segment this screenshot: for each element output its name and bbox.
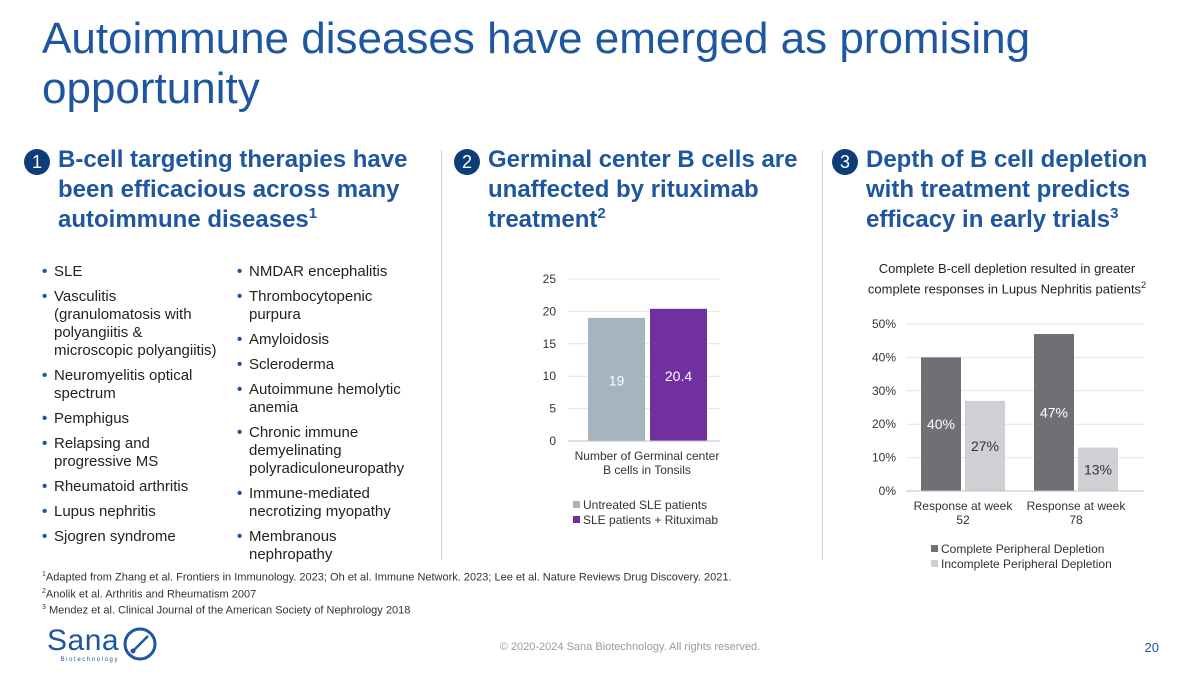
column-3-heading: 3 Depth of B cell depletion with treatme… xyxy=(832,145,1172,235)
data-label: 19 xyxy=(609,372,625,388)
page-title: Autoimmune diseases have emerged as prom… xyxy=(42,14,1031,113)
column-3-ref: 3 xyxy=(1110,205,1119,222)
disease-list-right: NMDAR encephalitis Thrombocytopenic purp… xyxy=(237,263,417,571)
column-3-heading-text: Depth of B cell depletion with treatment… xyxy=(866,146,1148,233)
footnote-3: 3 Mendez et al. Clinical Journal of the … xyxy=(42,604,411,617)
list-item: Thrombocytopenic purpura xyxy=(237,288,417,324)
data-label: 27% xyxy=(971,438,999,454)
x-category-label: Number of Germinal center B cells in Tons… xyxy=(575,449,720,477)
legend-label: Untreated SLE patients xyxy=(583,498,707,512)
data-label: 47% xyxy=(1040,405,1068,421)
chart-2-title-ref: 2 xyxy=(1141,280,1147,290)
y-tick-label: 15 xyxy=(543,337,557,351)
column-1-ref: 1 xyxy=(308,205,318,222)
x-category-label: Response at week 52 xyxy=(914,499,1014,527)
y-tick-label: 40% xyxy=(872,350,896,364)
y-tick-label: 10% xyxy=(872,451,896,465)
list-item: Lupus nephritis xyxy=(42,503,232,521)
y-tick-label: 5 xyxy=(549,402,556,416)
column-divider-2 xyxy=(822,150,823,560)
bar xyxy=(965,400,1005,491)
bar xyxy=(588,317,645,441)
bar xyxy=(1078,447,1118,491)
legend-swatch xyxy=(573,516,580,523)
bar xyxy=(1034,334,1074,491)
y-tick-label: 0% xyxy=(879,484,897,498)
list-item: Sjogren syndrome xyxy=(42,528,232,546)
list-item: SLE xyxy=(42,263,232,281)
legend-swatch xyxy=(931,545,938,552)
legend-swatch xyxy=(931,560,938,567)
germinal-center-chart: 0 5 10 15 20 25 19 20.4 Number of Germinal cente… xyxy=(543,272,720,527)
logo-circle-icon xyxy=(123,627,157,660)
legend-label: SLE patients + Rituximab xyxy=(583,513,718,527)
column-divider-1 xyxy=(441,150,442,560)
footnote-1: 1Adapted from Zhang et al. Frontiers in … xyxy=(42,571,732,584)
legend-label: Incomplete Peripheral Depletion xyxy=(941,557,1112,571)
list-item: Amyloidosis xyxy=(237,331,417,349)
step-2-badge: 2 xyxy=(454,149,480,175)
depletion-response-chart: 0% 10% 20% 30% 40% 50% 40% 27% Response at week 5… xyxy=(872,317,1144,571)
step-3-badge: 3 xyxy=(832,149,858,175)
step-1-badge: 1 xyxy=(24,149,50,175)
list-item: Rheumatoid arthritis xyxy=(42,478,232,496)
y-tick-label: 30% xyxy=(872,384,896,398)
data-label: 20.4 xyxy=(665,368,692,384)
list-item: NMDAR encephalitis xyxy=(237,263,417,281)
y-tick-label: 0 xyxy=(549,434,556,448)
legend-label: Complete Peripheral Depletion xyxy=(941,542,1104,556)
copyright-text: © 2020-2024 Sana Biotechnology. All righ… xyxy=(499,641,761,653)
list-item: Chronic immune demyelinating polyradicul… xyxy=(237,424,417,478)
footnotes: 1Adapted from Zhang et al. Frontiers in … xyxy=(42,568,732,618)
y-tick-label: 20 xyxy=(543,304,557,318)
column-2-heading-text: Germinal center B cells are unaffected b… xyxy=(488,146,798,233)
chart-2-title: Complete B-cell depletion resulted in gr… xyxy=(867,261,1147,297)
column-1-heading-text: B-cell targeting therapies have been eff… xyxy=(58,146,408,233)
data-label: 40% xyxy=(927,416,955,432)
y-tick-label: 20% xyxy=(872,417,896,431)
y-tick-label: 50% xyxy=(872,317,896,331)
column-2-ref: 2 xyxy=(597,205,606,222)
bar xyxy=(650,308,707,441)
y-tick-label: 25 xyxy=(543,272,557,286)
sana-logo: Sana Biotechnology xyxy=(47,626,158,663)
list-item: Neuromyelitis optical spectrum xyxy=(42,367,232,403)
footnote-2: 2Anolik et al. Arthritis and Rheumatism … xyxy=(42,587,257,601)
logo-subtitle: Biotechnology xyxy=(60,657,120,663)
column-1-heading: 1 B-cell targeting therapies have been e… xyxy=(24,145,434,235)
list-item: Immune-mediated necrotizing myopathy xyxy=(237,485,417,521)
data-label: 13% xyxy=(1084,461,1112,477)
list-item: Scleroderma xyxy=(237,356,417,374)
y-tick-label: 10 xyxy=(543,369,557,383)
list-item: Pemphigus xyxy=(42,410,232,428)
bar xyxy=(921,357,961,491)
logo-wordmark: Sana xyxy=(47,624,120,657)
list-item: Vasculitis (granulomatosis with polyangi… xyxy=(42,288,220,360)
page-number: 20 xyxy=(1144,640,1159,655)
list-item: Relapsing and progressive MS xyxy=(42,435,182,471)
legend-swatch xyxy=(573,501,580,508)
column-2-heading: 2 Germinal center B cells are unaffected… xyxy=(454,145,814,235)
list-item: Membranous nephropathy xyxy=(237,528,417,564)
disease-list-left: SLE Vasculitis (granulomatosis with poly… xyxy=(42,263,232,553)
x-category-label: Response at week 78 xyxy=(1027,499,1127,527)
list-item: Autoimmune hemolytic anemia xyxy=(237,381,417,417)
